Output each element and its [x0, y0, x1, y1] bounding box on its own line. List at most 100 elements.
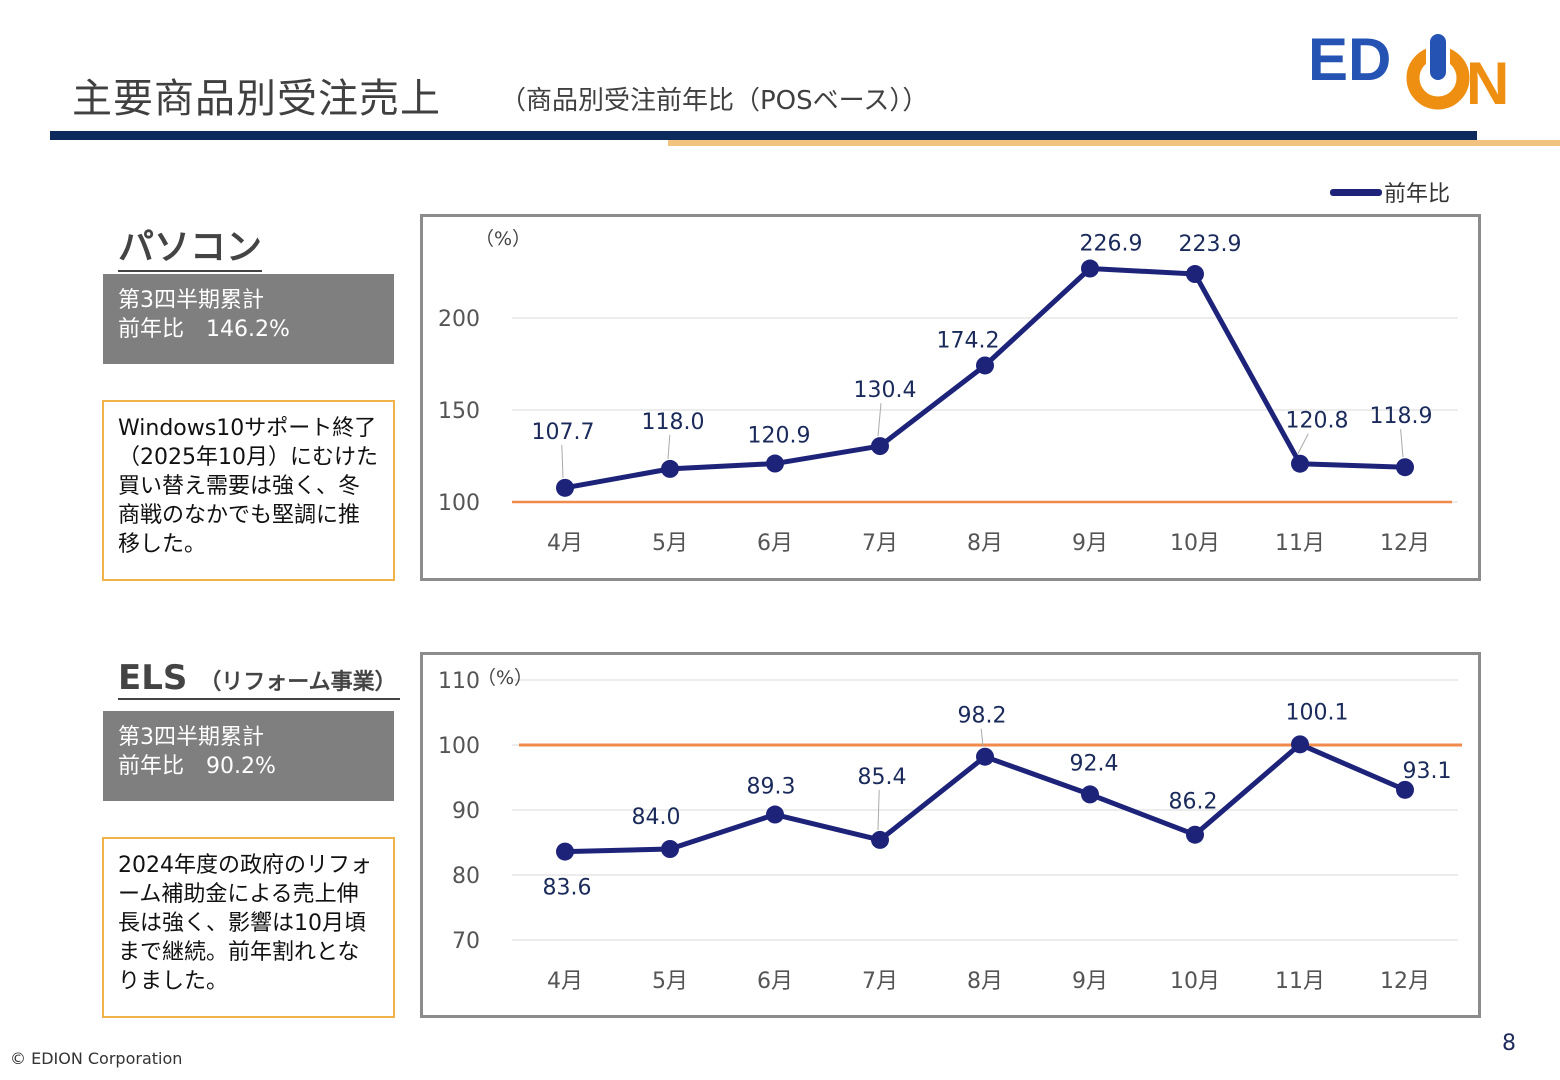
section-heading-els: ELS （リフォーム事業）: [118, 658, 400, 700]
note-box-els: 2024年度の政府のリフォーム補助金による売上伸長は強く、影響は10月頃まで継続…: [102, 837, 395, 1018]
chart-0: 100 150 200 （%） 107.7 4月 118.0 5月 120.9 6月 130.4 7月…: [438, 228, 1458, 556]
data-label: 107.7: [532, 420, 595, 445]
data-label: 226.9: [1080, 232, 1143, 257]
x-tick-label: 6月: [757, 531, 793, 556]
y-tick-label: 70: [452, 929, 480, 954]
summary-period: 第3四半期累計: [118, 288, 264, 313]
summary-box-pc: 第3四半期累計 前年比 146.2%: [103, 274, 394, 364]
summary-value: 前年比 90.2%: [118, 754, 276, 779]
y-tick-label: 110: [438, 669, 480, 694]
leader-line: [561, 444, 564, 478]
page-title: 主要商品別受注売上: [72, 76, 441, 122]
svg-text:ED: ED: [1308, 28, 1391, 93]
data-label: 118.9: [1370, 404, 1433, 429]
copyright: © EDION Corporation: [10, 1049, 183, 1068]
data-label: 100.1: [1286, 700, 1349, 725]
page-number: 8: [1502, 1031, 1516, 1056]
x-tick-label: 10月: [1170, 969, 1220, 994]
summary-value: 前年比 146.2%: [118, 317, 290, 342]
section-heading-text: ELS: [118, 658, 188, 698]
summary-box-els: 第3四半期累計 前年比 90.2%: [103, 711, 394, 801]
leader-line: [667, 434, 671, 459]
header-divider-navy: [50, 131, 1477, 140]
data-label: 93.1: [1403, 759, 1452, 784]
note-box-pc: Windows10サポート終了（2025年10月）にむけた買い替え需要は強く、冬…: [102, 400, 395, 581]
data-point: [976, 356, 994, 375]
leader-line: [1400, 429, 1404, 458]
data-point: [1291, 454, 1309, 473]
data-point: [661, 840, 679, 858]
x-tick-label: 11月: [1275, 531, 1325, 556]
x-tick-label: 4月: [547, 969, 583, 994]
section-heading-sub: （リフォーム事業）: [199, 670, 397, 695]
data-label: 120.9: [748, 424, 811, 449]
x-tick-label: 7月: [862, 531, 898, 556]
data-point: [1396, 780, 1414, 799]
x-tick-label: 4月: [547, 531, 583, 556]
svg-text:N: N: [1466, 50, 1509, 112]
x-tick-label: 5月: [652, 969, 688, 994]
x-tick-label: 9月: [1072, 531, 1108, 556]
data-point: [766, 454, 784, 473]
data-point: [766, 805, 784, 824]
data-point: [871, 830, 889, 849]
x-tick-label: 7月: [862, 969, 898, 994]
data-label: 120.8: [1286, 409, 1349, 434]
data-point: [1186, 825, 1204, 844]
data-label: 174.2: [937, 328, 1000, 353]
x-tick-label: 8月: [967, 531, 1003, 556]
x-tick-label: 11月: [1275, 969, 1325, 994]
y-unit-label: （%）: [475, 228, 531, 250]
y-tick-label: 100: [438, 734, 480, 759]
series-line: [564, 266, 1406, 491]
leader-line: [1297, 433, 1309, 454]
x-tick-label: 12月: [1380, 969, 1430, 994]
chart-legend: 前年比: [1330, 176, 1450, 208]
chart-frame-els: [420, 652, 1481, 1018]
data-label: 84.0: [632, 805, 681, 830]
data-label: 223.9: [1179, 232, 1242, 257]
data-point: [556, 842, 574, 861]
y-unit-label: （%）: [477, 667, 533, 689]
data-point: [1081, 259, 1099, 278]
summary-period: 第3四半期累計: [118, 725, 264, 750]
data-label: 118.0: [642, 410, 705, 435]
y-tick-label: 80: [452, 864, 480, 889]
legend-line-swatch: [1330, 188, 1382, 196]
y-tick-label: 100: [438, 491, 480, 516]
edion-logo: ED N: [1308, 28, 1509, 112]
leader-line: [877, 403, 882, 437]
chart-frame-pc: [420, 214, 1481, 581]
x-tick-label: 6月: [757, 969, 793, 994]
section-heading-pc: パソコン: [118, 218, 263, 272]
y-tick-label: 90: [452, 799, 480, 824]
data-label: 130.4: [854, 378, 917, 403]
data-point: [1291, 735, 1309, 754]
data-point: [871, 437, 889, 456]
data-label: 86.2: [1169, 790, 1218, 815]
x-tick-label: 10月: [1170, 531, 1220, 556]
x-tick-label: 9月: [1072, 969, 1108, 994]
data-point: [976, 747, 994, 766]
data-point: [556, 478, 574, 497]
data-label: 98.2: [958, 704, 1007, 729]
page-subtitle: （商品別受注前年比（POSベース））: [500, 86, 929, 116]
leader-line: [877, 789, 880, 830]
chart-1: 70 80 90 100 110（%） 83.6 4月 84.0 5月 89.3 6月 85.4 7月 9…: [438, 667, 1462, 994]
data-point: [661, 459, 679, 478]
data-point: [1081, 785, 1099, 804]
section-heading-text: パソコン: [118, 227, 263, 268]
legend-label: 前年比: [1384, 182, 1451, 207]
x-tick-label: 8月: [967, 969, 1003, 994]
data-label: 89.3: [747, 775, 796, 800]
leader-line: [980, 728, 984, 747]
x-tick-label: 12月: [1380, 531, 1430, 556]
data-point: [1396, 458, 1414, 477]
data-point: [1186, 265, 1204, 284]
x-tick-label: 5月: [652, 531, 688, 556]
data-label: 83.6: [543, 876, 592, 901]
y-tick-label: 150: [438, 399, 480, 424]
header-divider-orange: [668, 140, 1560, 146]
data-label: 92.4: [1070, 751, 1119, 776]
